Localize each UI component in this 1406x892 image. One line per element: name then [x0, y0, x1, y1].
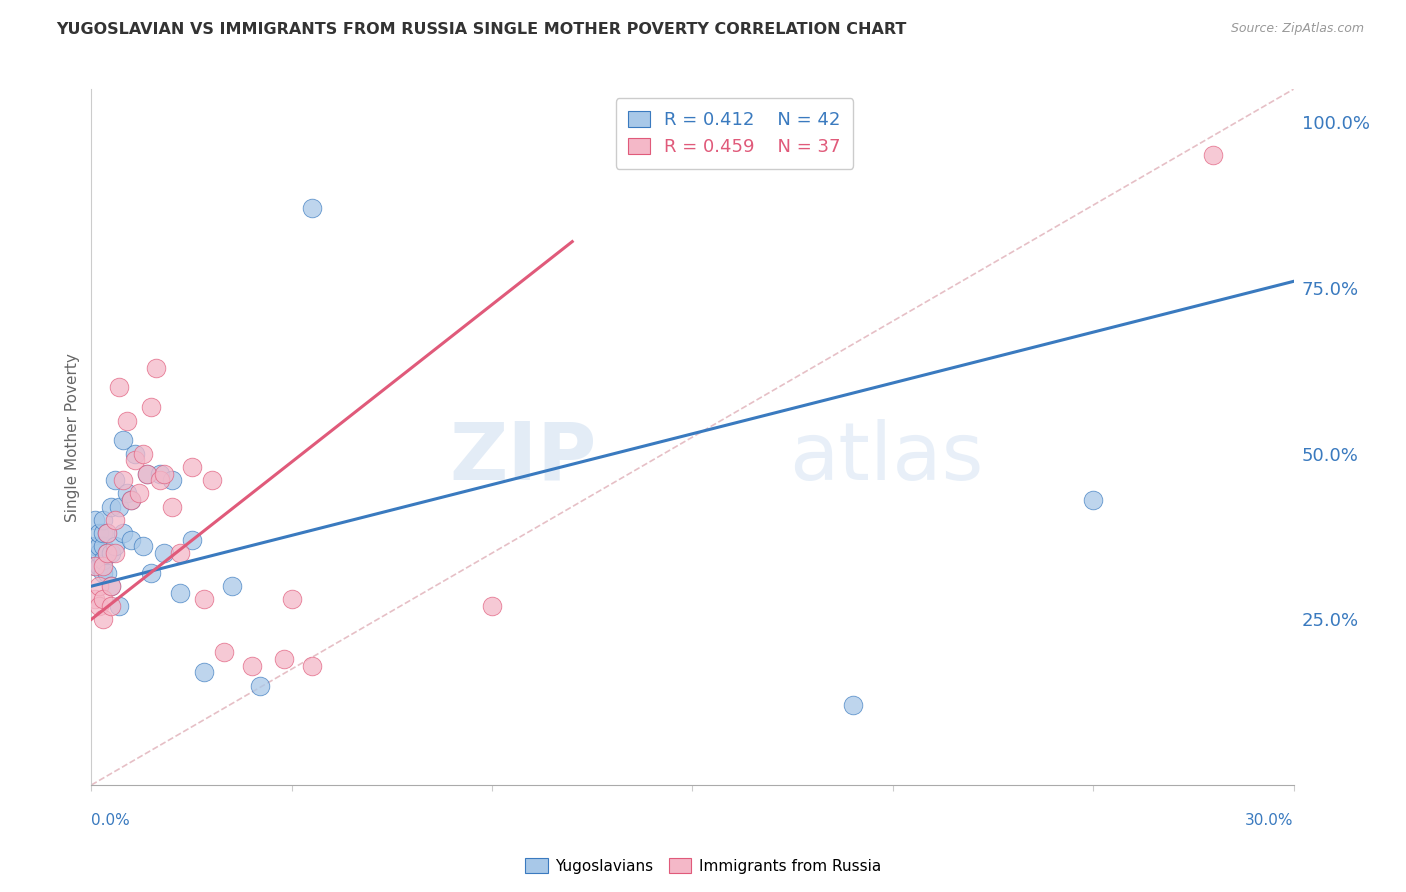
Point — [221, 579, 243, 593]
Legend: R = 0.412    N = 42, R = 0.459    N = 37: R = 0.412 N = 42, R = 0.459 N = 37 — [616, 98, 853, 169]
Point — [100, 546, 122, 560]
Point — [112, 526, 135, 541]
Point — [93, 526, 115, 541]
Point — [141, 566, 163, 580]
Point — [108, 380, 131, 394]
Point — [84, 513, 107, 527]
Point — [93, 540, 115, 554]
Point — [89, 559, 111, 574]
Text: 0.0%: 0.0% — [91, 814, 131, 828]
Point — [148, 467, 170, 481]
Point — [121, 493, 143, 508]
Point — [117, 413, 139, 427]
Point — [132, 447, 155, 461]
Text: ZIP: ZIP — [449, 419, 596, 497]
Point — [93, 513, 115, 527]
Point — [240, 658, 263, 673]
Point — [100, 579, 122, 593]
Point — [841, 698, 863, 713]
Point — [141, 401, 163, 415]
Point — [180, 533, 202, 547]
Point — [104, 473, 127, 487]
Point — [124, 447, 146, 461]
Point — [117, 486, 139, 500]
Point — [121, 533, 143, 547]
Text: Source: ZipAtlas.com: Source: ZipAtlas.com — [1230, 22, 1364, 36]
Point — [136, 467, 159, 481]
Point — [108, 500, 131, 514]
Point — [104, 513, 127, 527]
Point — [84, 540, 107, 554]
Point — [180, 459, 202, 474]
Point — [100, 500, 122, 514]
Point — [273, 652, 295, 666]
Point — [136, 467, 159, 481]
Point — [93, 612, 115, 626]
Point — [281, 592, 304, 607]
Point — [249, 679, 271, 693]
Point — [160, 473, 183, 487]
Point — [193, 592, 215, 607]
Point — [201, 473, 224, 487]
Point — [481, 599, 503, 613]
Point — [1083, 493, 1105, 508]
Point — [100, 599, 122, 613]
Point — [93, 592, 115, 607]
Text: YUGOSLAVIAN VS IMMIGRANTS FROM RUSSIA SINGLE MOTHER POVERTY CORRELATION CHART: YUGOSLAVIAN VS IMMIGRANTS FROM RUSSIA SI… — [56, 22, 907, 37]
Point — [84, 592, 107, 607]
Y-axis label: Single Mother Poverty: Single Mother Poverty — [65, 352, 80, 522]
Point — [301, 202, 323, 216]
Point — [93, 566, 115, 580]
Point — [124, 453, 146, 467]
Point — [301, 658, 323, 673]
Point — [169, 586, 191, 600]
Text: 30.0%: 30.0% — [1246, 814, 1294, 828]
Text: atlas: atlas — [789, 419, 983, 497]
Point — [212, 645, 235, 659]
Point — [160, 500, 183, 514]
Point — [84, 559, 107, 574]
Point — [89, 579, 111, 593]
Point — [128, 486, 150, 500]
Point — [96, 526, 118, 541]
Point — [96, 566, 118, 580]
Point — [96, 546, 118, 560]
Point — [112, 473, 135, 487]
Point — [169, 546, 191, 560]
Legend: Yugoslavians, Immigrants from Russia: Yugoslavians, Immigrants from Russia — [519, 852, 887, 880]
Point — [132, 540, 155, 554]
Point — [1202, 148, 1225, 162]
Point — [112, 434, 135, 448]
Point — [145, 360, 167, 375]
Point — [152, 467, 174, 481]
Point — [100, 579, 122, 593]
Point — [104, 540, 127, 554]
Point — [93, 559, 115, 574]
Point — [121, 493, 143, 508]
Point — [104, 546, 127, 560]
Point — [93, 552, 115, 566]
Point — [193, 665, 215, 680]
Point — [152, 546, 174, 560]
Point — [89, 526, 111, 541]
Point — [96, 546, 118, 560]
Point — [96, 526, 118, 541]
Point — [108, 599, 131, 613]
Point — [84, 559, 107, 574]
Point — [89, 546, 111, 560]
Point — [89, 599, 111, 613]
Point — [89, 540, 111, 554]
Point — [148, 473, 170, 487]
